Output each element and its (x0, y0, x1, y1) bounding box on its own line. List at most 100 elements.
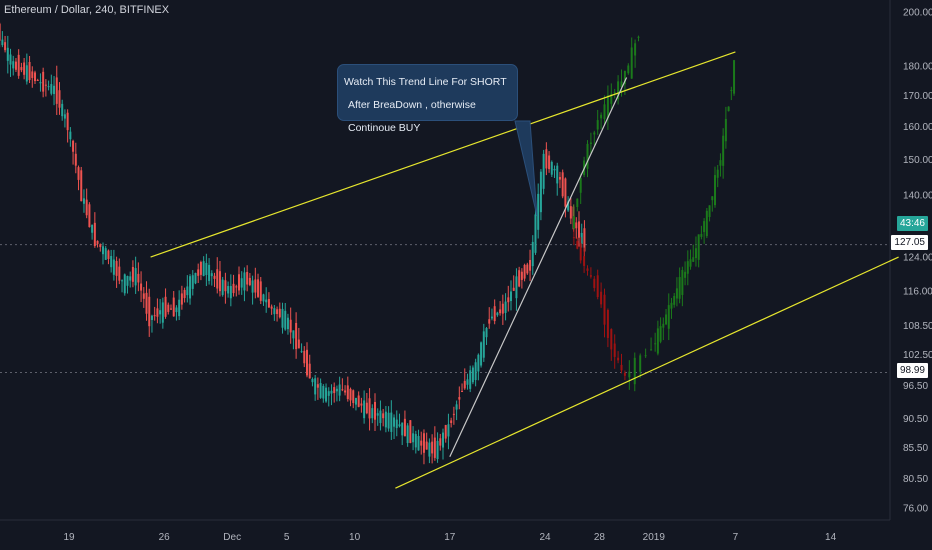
price-candle-body (202, 261, 205, 276)
bear-projection-candle-body (613, 343, 616, 357)
price-candle-body (42, 71, 45, 92)
price-candle-body (461, 391, 464, 393)
price-candle-body (344, 390, 347, 393)
price-candle-body (567, 201, 570, 211)
price-candle-body (480, 342, 483, 366)
price-candle-body (4, 42, 7, 51)
price-candle-body (327, 391, 330, 396)
price-candle-body (243, 272, 246, 291)
price-candle-body (316, 384, 319, 388)
price-candle-body (531, 241, 534, 267)
recovery-projection-candle-body (692, 257, 695, 262)
price-candle-body (17, 54, 20, 76)
price-candle-body (134, 268, 137, 286)
bull-projection-candle-body (593, 132, 596, 135)
price-candle-body (34, 72, 36, 82)
price-candle-body (308, 363, 311, 379)
price-candle-body (417, 435, 420, 451)
price-candle-body (270, 306, 273, 309)
price-candle-body (178, 299, 181, 317)
price-candle-body (422, 433, 425, 453)
price-candle-body (466, 379, 469, 385)
price-candle-body (39, 82, 42, 84)
price-candle-body (246, 271, 249, 285)
bear-projection-candle-body (617, 357, 620, 361)
price-candle-body (406, 425, 409, 444)
price-candle-body (295, 322, 298, 350)
price-candle-body (191, 275, 194, 289)
price-candle-body (458, 397, 461, 400)
price-candle-body (325, 387, 328, 402)
bull-projection-candle-body (617, 81, 620, 100)
price-candle-body (401, 422, 404, 436)
price-candle-body (159, 310, 162, 315)
price-candle-body (197, 269, 200, 276)
bull-projection-candle-body (600, 114, 603, 119)
recovery-projection-candle-body (650, 349, 653, 351)
low-price-tag: 98.99 (896, 363, 928, 378)
price-candle-body (186, 286, 189, 296)
price-candle-body (6, 47, 9, 61)
trend-callout[interactable]: Watch This Trend Line For SHORT After Br… (337, 64, 518, 134)
recovery-projection-candle-body (659, 326, 662, 342)
price-candle-body (170, 308, 172, 310)
price-candle-body (85, 199, 88, 216)
x-tick-label: 28 (594, 532, 606, 543)
price-candle-body (284, 310, 287, 330)
recovery-projection-candle-body (670, 302, 673, 309)
price-candle-body (96, 240, 99, 244)
x-tick-label: Dec (223, 532, 241, 543)
callout-line-1: Watch This Trend Line For SHORT (344, 76, 507, 88)
price-candle-body (338, 384, 341, 396)
recovery-projection-candle-body (665, 314, 668, 325)
price-candle-body (93, 222, 96, 246)
x-tick-label: 26 (159, 532, 171, 543)
y-tick-label: 160.00 (903, 122, 932, 133)
price-candle-body (512, 287, 515, 291)
price-candle-body (265, 299, 268, 303)
recovery-projection-candle-body (628, 371, 631, 378)
price-candle-body (210, 273, 213, 277)
bear-projection-candle-body (606, 310, 609, 338)
bull-projection-candle-body (623, 70, 626, 85)
bull-projection-candle-body (576, 198, 579, 207)
price-candle-body (25, 65, 28, 82)
price-candle-body (444, 424, 447, 439)
y-tick-label: 90.50 (903, 414, 928, 425)
price-candle-body (0, 23, 1, 41)
price-candle-body (221, 279, 224, 295)
bull-projection-candle-body (630, 47, 633, 79)
price-candle-body (526, 264, 529, 274)
price-candle-body (9, 54, 12, 65)
price-candle-body (131, 266, 134, 282)
recovery-projection-candle-body (644, 355, 647, 357)
price-candle-body (520, 271, 523, 280)
price-candle-body (248, 277, 251, 286)
recovery-projection-candle-body (724, 118, 727, 142)
bear-projection-candle-body (579, 243, 582, 261)
price-candle-body (267, 299, 270, 308)
x-tick-label: 5 (284, 532, 290, 543)
price-candle-body (493, 306, 496, 322)
price-candle-body (474, 362, 477, 381)
price-candle-body (251, 280, 254, 293)
price-candle-body (575, 222, 578, 229)
y-tick-label: 170.00 (903, 91, 932, 102)
y-tick-label: 140.00 (903, 190, 932, 201)
x-tick-label: 10 (349, 532, 361, 543)
price-candle-body (558, 177, 561, 180)
recovery-projection-candle-body (716, 169, 719, 178)
price-candle-body (148, 296, 151, 327)
price-candle-body (216, 269, 219, 289)
x-tick-label: 19 (63, 532, 75, 543)
recovery-projection-candle-body (727, 106, 730, 112)
price-candle-body (82, 198, 85, 204)
price-candle-body (368, 398, 371, 419)
price-candle-body (257, 279, 260, 297)
recovery-projection-candle-body (714, 175, 716, 206)
price-candle-body (529, 259, 532, 271)
bear-projection-candle-body (589, 275, 592, 277)
price-candle-body (365, 402, 368, 414)
price-candle-body (205, 263, 208, 276)
bear-projection-candle-body (572, 237, 575, 239)
